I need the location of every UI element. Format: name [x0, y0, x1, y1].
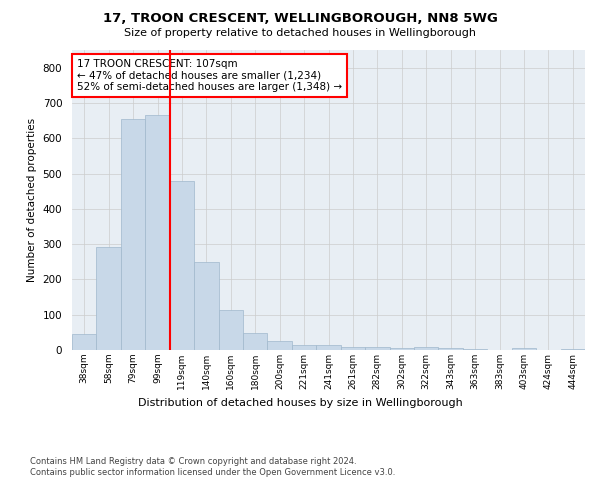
- Bar: [439, 348, 463, 350]
- Bar: [389, 348, 414, 350]
- Text: 17, TROON CRESCENT, WELLINGBOROUGH, NN8 5WG: 17, TROON CRESCENT, WELLINGBOROUGH, NN8 …: [103, 12, 497, 26]
- Bar: [121, 119, 145, 350]
- Bar: [414, 347, 439, 350]
- Bar: [341, 347, 365, 350]
- Bar: [365, 347, 389, 350]
- Bar: [72, 334, 97, 350]
- Bar: [170, 182, 194, 350]
- Bar: [560, 349, 585, 350]
- Bar: [463, 349, 487, 350]
- Text: Contains HM Land Registry data © Crown copyright and database right 2024.
Contai: Contains HM Land Registry data © Crown c…: [30, 458, 395, 477]
- Text: Distribution of detached houses by size in Wellingborough: Distribution of detached houses by size …: [137, 398, 463, 407]
- Text: 17 TROON CRESCENT: 107sqm
← 47% of detached houses are smaller (1,234)
52% of se: 17 TROON CRESCENT: 107sqm ← 47% of detac…: [77, 59, 342, 92]
- Bar: [145, 116, 170, 350]
- Bar: [316, 345, 341, 350]
- Y-axis label: Number of detached properties: Number of detached properties: [27, 118, 37, 282]
- Bar: [97, 247, 121, 350]
- Bar: [268, 341, 292, 350]
- Bar: [512, 348, 536, 350]
- Bar: [292, 345, 316, 350]
- Bar: [218, 310, 243, 350]
- Bar: [194, 262, 218, 350]
- Text: Size of property relative to detached houses in Wellingborough: Size of property relative to detached ho…: [124, 28, 476, 38]
- Bar: [243, 333, 268, 350]
